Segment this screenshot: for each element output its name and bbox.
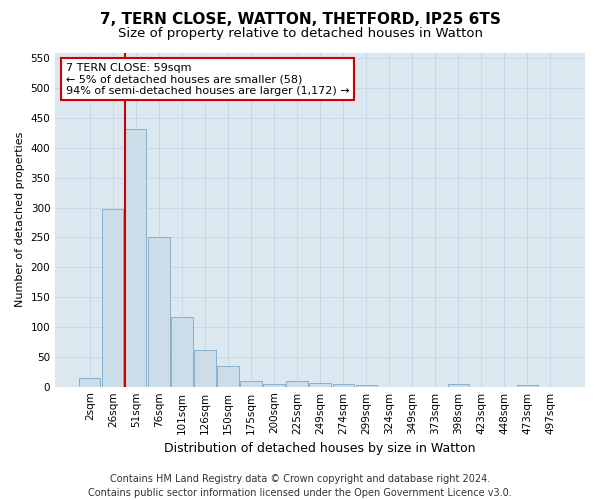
Text: Size of property relative to detached houses in Watton: Size of property relative to detached ho…: [118, 28, 482, 40]
Bar: [217, 366, 239, 386]
Bar: [194, 350, 215, 387]
Bar: [102, 210, 124, 386]
Bar: [517, 385, 538, 386]
Text: 7 TERN CLOSE: 59sqm
← 5% of detached houses are smaller (58)
94% of semi-detache: 7 TERN CLOSE: 59sqm ← 5% of detached hou…: [66, 62, 349, 96]
Bar: [241, 380, 262, 386]
Bar: [172, 317, 193, 386]
Bar: [332, 384, 353, 386]
Y-axis label: Number of detached properties: Number of detached properties: [15, 132, 25, 308]
Text: Contains HM Land Registry data © Crown copyright and database right 2024.
Contai: Contains HM Land Registry data © Crown c…: [88, 474, 512, 498]
Bar: [286, 380, 308, 386]
Bar: [148, 238, 170, 386]
Text: 7, TERN CLOSE, WATTON, THETFORD, IP25 6TS: 7, TERN CLOSE, WATTON, THETFORD, IP25 6T…: [100, 12, 500, 28]
Bar: [356, 385, 377, 386]
Bar: [310, 382, 331, 386]
Bar: [125, 129, 146, 386]
Bar: [263, 384, 284, 386]
Bar: [79, 378, 100, 386]
X-axis label: Distribution of detached houses by size in Watton: Distribution of detached houses by size …: [164, 442, 476, 455]
Bar: [448, 384, 469, 386]
